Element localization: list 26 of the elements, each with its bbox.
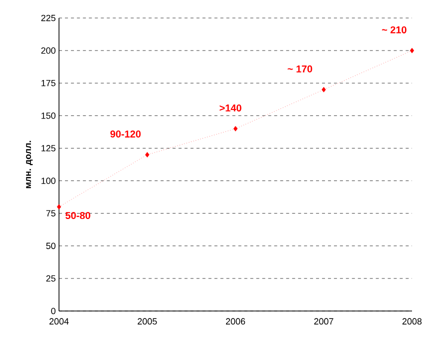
y-tick-label: 200 [41,47,56,54]
point [145,152,150,158]
annotation: 50-80 [66,212,90,220]
y-tick-label: 125 [42,145,56,152]
y-tick-label: 225 [41,14,56,22]
y-axis-title: млн. долл. [26,140,33,188]
annotation: ~ 210 [382,26,406,34]
annotation: ~ 170 [288,65,312,72]
annotation: 90-120 [110,130,141,138]
x-tick-label: 2004 [49,318,69,325]
point [56,204,62,210]
annotation: >140 [220,104,242,112]
x-tick-label: 2006 [226,318,246,325]
point [322,86,326,92]
y-tick-label: 25 [46,275,56,282]
point [410,48,414,54]
x-tick-label: 2007 [314,318,334,325]
y-tick-label: 50 [46,242,56,250]
x-tick-label: 2008 [402,318,422,325]
y-tick-label: 175 [42,80,56,86]
x-tick-label: 2005 [138,318,157,325]
y-tick-label: 100 [42,178,56,184]
y-tick-label: 75 [46,210,56,216]
point [233,126,238,132]
y-tick-label: 0 [51,308,56,314]
y-tick-label: 150 [42,112,56,119]
